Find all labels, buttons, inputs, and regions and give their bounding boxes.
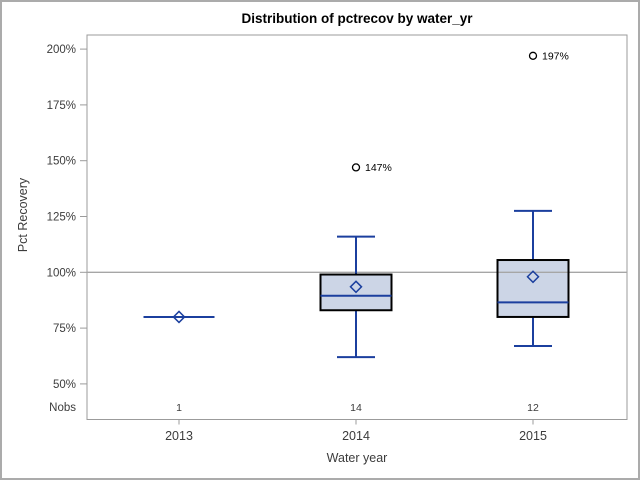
mean-diamond-2014 — [349, 280, 363, 294]
y-tick-label-50: 50% — [53, 379, 76, 391]
x-tick-label-2013: 2013 — [165, 429, 193, 443]
box-outline-2015 — [496, 259, 570, 318]
nobs-value-2014: 14 — [350, 402, 362, 414]
outlier-marker-2015 — [528, 51, 538, 60]
y-tick-label-100: 100% — [47, 267, 76, 279]
outlier-marker-2014 — [351, 163, 361, 172]
x-axis-title: Water year — [326, 451, 388, 465]
plot-frame — [86, 34, 628, 420]
y-tick-label-200: 200% — [47, 44, 76, 56]
box-outline-2014 — [319, 273, 393, 312]
nobs-value-2015: 12 — [527, 402, 539, 414]
y-tick-label-75: 75% — [53, 323, 76, 335]
outlier-label-2014: 147% — [365, 162, 392, 174]
outlier-label-2015: 197% — [542, 50, 569, 62]
mean-diamond-2015 — [526, 270, 540, 284]
box-fill-2015 — [497, 260, 569, 317]
nobs-row-label: Nobs — [49, 402, 76, 414]
x-tick-label-2015: 2015 — [519, 429, 547, 443]
nobs-value-2013: 1 — [176, 402, 182, 414]
y-tick-label-175: 175% — [47, 100, 76, 112]
y-tick-label-150: 150% — [47, 156, 76, 168]
chart-title: Distribution of pctrecov by water_yr — [241, 11, 473, 26]
mean-diamond-2013 — [172, 310, 186, 324]
x-tick-label-2014: 2014 — [342, 429, 370, 443]
y-tick-label-125: 125% — [47, 212, 76, 224]
